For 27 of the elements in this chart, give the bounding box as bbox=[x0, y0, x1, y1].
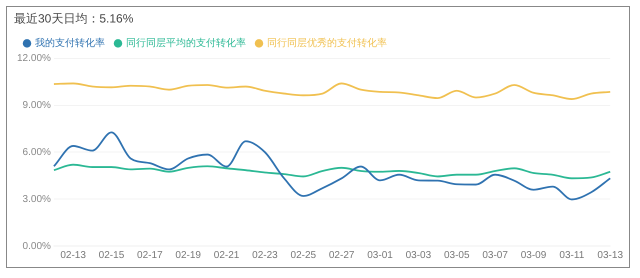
x-tick-label: 03-13 bbox=[597, 250, 624, 261]
line-series bbox=[53, 131, 612, 200]
x-tick-label: 03-09 bbox=[520, 250, 547, 261]
x-tick-label: 02-19 bbox=[175, 250, 202, 261]
y-tick-label: 0.00% bbox=[22, 240, 52, 252]
y-tick-label: 3.00% bbox=[22, 194, 52, 205]
x-tick-label: 02-15 bbox=[98, 250, 125, 261]
x-tick-label: 03-03 bbox=[406, 250, 432, 261]
x-tick-label: 02-23 bbox=[252, 250, 278, 261]
legend-label: 同行同层优秀的支付转化率 bbox=[267, 37, 387, 50]
x-tick-label: 02-13 bbox=[60, 250, 86, 261]
x-tick-label: 02-25 bbox=[290, 250, 317, 261]
x-tick-label: 02-21 bbox=[214, 250, 240, 261]
chart-title: 最近30天日均：5.16% bbox=[14, 12, 134, 26]
x-tick-label: 02-17 bbox=[137, 250, 164, 261]
line-series bbox=[53, 82, 612, 100]
legend-label: 同行同层平均的支付转化率 bbox=[126, 37, 246, 50]
legend-label: 我的支付转化率 bbox=[35, 37, 105, 50]
y-tick-label: 12.00% bbox=[16, 53, 52, 64]
x-tick-label: 03-01 bbox=[367, 250, 394, 261]
x-tick-label: 03-07 bbox=[482, 250, 508, 261]
y-tick-label: 9.00% bbox=[22, 100, 52, 112]
y-tick-label: 6.00% bbox=[22, 146, 52, 158]
x-tick-label: 02-27 bbox=[328, 250, 355, 261]
x-tick-label: 03-05 bbox=[444, 250, 470, 261]
x-tick-label: 03-11 bbox=[559, 250, 585, 261]
line-series bbox=[53, 164, 612, 180]
